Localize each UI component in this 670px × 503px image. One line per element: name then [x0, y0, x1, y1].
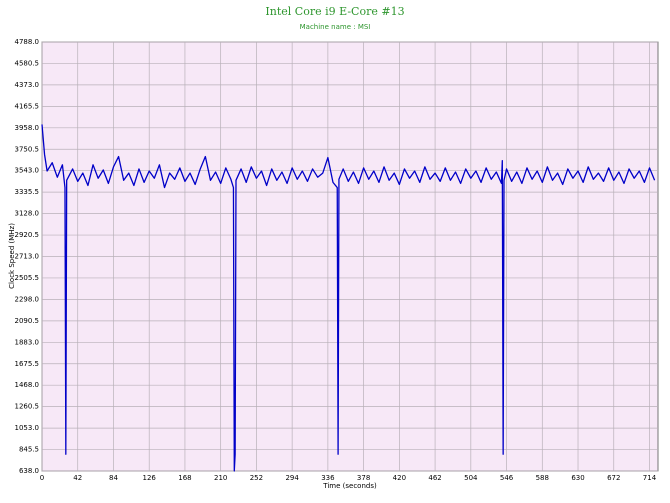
x-tick-label: 126	[143, 474, 157, 482]
x-tick-label: 546	[500, 474, 514, 482]
x-tick-label: 0	[40, 474, 44, 482]
x-tick-label: 84	[109, 474, 118, 482]
y-tick-label: 3128.0	[15, 210, 40, 218]
y-tick-label: 3335.5	[15, 188, 40, 196]
x-tick-label: 420	[393, 474, 406, 482]
y-tick-label: 3958.0	[15, 124, 40, 132]
y-tick-label: 2713.0	[15, 253, 40, 261]
y-tick-label: 638.0	[19, 467, 39, 475]
x-tick-label: 588	[536, 474, 549, 482]
y-tick-label: 2298.0	[15, 295, 40, 303]
y-tick-label: 2920.5	[15, 231, 40, 239]
x-tick-label: 294	[285, 474, 299, 482]
x-tick-label: 378	[357, 474, 370, 482]
chart-subtitle: Machine name : MSI	[300, 23, 371, 31]
x-axis-label: Time (seconds)	[322, 482, 377, 490]
x-tick-label: 252	[250, 474, 263, 482]
x-tick-label: 42	[73, 474, 82, 482]
y-tick-label: 4788.0	[15, 38, 40, 46]
line-series	[41, 124, 656, 472]
x-tick-label: 504	[464, 474, 478, 482]
y-tick-label: 4580.5	[15, 59, 40, 67]
y-tick-label: 845.5	[19, 446, 39, 454]
y-tick-label: 1675.5	[15, 360, 40, 368]
y-tick-label: 3750.5	[15, 145, 40, 153]
y-axis-label: Clock Speed (MHz)	[8, 223, 16, 289]
y-tick-label: 1883.0	[15, 338, 40, 346]
y-tick-label: 1053.0	[15, 424, 40, 432]
y-tick-label: 1468.0	[15, 381, 40, 389]
y-tick-label: 1260.5	[15, 403, 40, 411]
y-tick-label: 3543.0	[15, 167, 40, 175]
y-tick-label: 4373.0	[15, 81, 40, 89]
x-tick-label: 672	[607, 474, 620, 482]
y-tick-label: 2090.5	[15, 317, 40, 325]
y-tick-label: 4165.5	[15, 102, 40, 110]
x-tick-label: 336	[321, 474, 335, 482]
x-tick-label: 168	[178, 474, 191, 482]
chart-title: Intel Core i9 E-Core #13	[265, 5, 404, 18]
x-tick-label: 462	[428, 474, 441, 482]
x-tick-label: 714	[643, 474, 657, 482]
x-tick-label: 630	[571, 474, 584, 482]
y-tick-label: 2505.5	[15, 274, 40, 282]
x-tick-label: 210	[214, 474, 227, 482]
